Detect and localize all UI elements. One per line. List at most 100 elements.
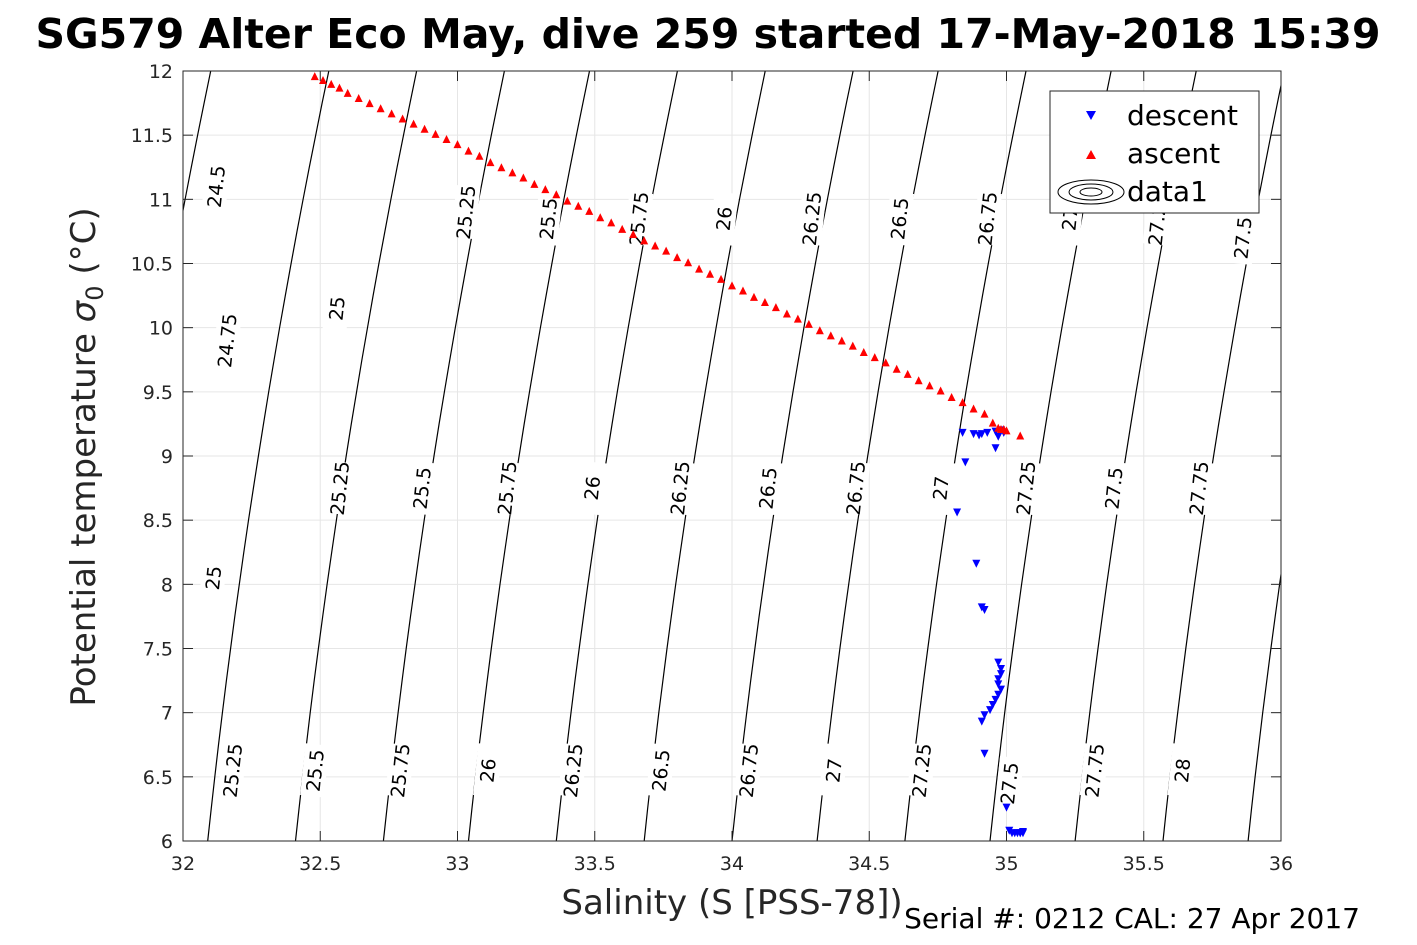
ascent-point [728,281,736,290]
contour-label-gap [558,743,588,798]
ascent-point [497,163,506,172]
ascent-point [365,99,374,108]
descent-point [994,690,1003,699]
y-tick-label: 11.5 [131,125,173,147]
isopycnal-line [643,71,766,841]
descent-point [991,444,1000,453]
contour-label-gap [733,743,764,798]
contour-label-gap [645,743,676,798]
ascent-point [376,104,385,113]
descent-point [997,685,1006,694]
contour-label-gap [925,460,956,516]
ascent-point [629,229,638,238]
ascent-point [782,309,791,318]
ascent-point [398,114,407,123]
ascent-point [508,168,517,177]
contour-labels: 24.524.75252525.2525.2525.2525.525.525.5… [198,159,1258,811]
ascent-point [464,146,473,155]
contour-label-gap [324,460,355,516]
descent-point [972,559,981,568]
descent-point [961,458,970,467]
ascent-point [310,72,319,81]
contour-label: 26 [713,206,737,232]
y-tick-label: 8.5 [143,510,173,532]
contour-label-gap [906,743,937,798]
y-tick-label: 6.5 [143,767,173,789]
ascent-point [771,303,780,312]
ascent-point [519,173,528,182]
ascent-point [431,129,440,138]
isopycnal-line [731,71,854,841]
ascent-point [925,381,934,390]
ascent-point [475,151,484,160]
ascent-point [936,386,945,395]
ascent-point [420,124,429,133]
legend: descent ascent data1 [1049,90,1260,214]
ascent-point [607,218,616,227]
contour-label-gap [709,191,739,246]
contour-label: 24.5 [204,164,230,208]
ascent-point [804,319,813,328]
legend-ascent-marker [1086,150,1096,159]
ascent-point [618,224,627,233]
ascent-point [793,314,802,323]
contour-label: 27.5 [997,761,1023,805]
ascent-point [541,185,550,194]
contour-label: 27.5 [1101,466,1127,510]
ascent-point [870,353,879,362]
x-tick-label: 32.5 [299,853,341,875]
y-tick-label: 12 [149,61,173,83]
ascent-point [640,236,649,245]
contour-label: 26 [581,475,605,501]
descent-point [986,706,995,715]
ascent-point [738,286,747,295]
contour-label-gap [1098,460,1129,516]
y-axis-label-subscript: 0 [81,285,109,300]
descent-point [994,680,1003,689]
ascent-point [574,201,583,210]
contour-label-gap [212,313,242,368]
descent-point [953,508,962,517]
contour-label-gap [322,281,352,336]
ascent-point [947,392,956,401]
ascent-point [859,348,868,357]
contour-label-gap [796,191,827,246]
contour-label-gap [994,756,1024,811]
y-tick-label: 7 [161,703,173,725]
ascent-point [530,179,539,188]
x-tick-label: 35.5 [1123,853,1165,875]
x-tick-label: 34.5 [848,853,890,875]
contour-label-gap [753,460,783,516]
y-tick-label: 6 [161,831,173,853]
descent-point [980,711,989,720]
contour-label-gap [840,460,871,516]
data-series [310,72,1027,838]
contour-label: 27.5 [1230,216,1256,260]
ascent-point [815,326,824,335]
y-tick-label: 10.5 [131,254,173,276]
contour-label: 25.5 [410,466,436,510]
ascent-point [903,369,912,378]
density-contours: 24.524.75252525.2525.2525.2525.525.525.5… [183,71,1281,841]
legend-box [1049,90,1260,214]
contour-label-gap [624,191,654,246]
legend-label-descent: descent [1127,99,1238,132]
series-ascent [310,72,1025,440]
x-tick-label: 33.5 [574,853,616,875]
ascent-point [760,298,769,306]
contour-label-gap [385,743,415,798]
ascent-point [596,213,605,222]
ascent-point [486,158,495,167]
ascent-point [892,364,901,373]
x-tick-label: 36 [1269,853,1293,875]
isopycnal-line [467,71,591,841]
contour-label-gap [533,191,563,246]
axis-ticks: 32 32.5 33 33.5 34 34.5 35 35.5 36 6 6.5 7 7.5 8 8.5 9 9… [131,61,1293,875]
contour-label-gap [300,743,330,798]
contour-label-gap [201,159,231,214]
y-axis-label-sigma: σ [64,299,104,322]
descent-point [994,675,1003,684]
contour-label-gap [577,460,607,516]
descent-point [983,428,992,437]
